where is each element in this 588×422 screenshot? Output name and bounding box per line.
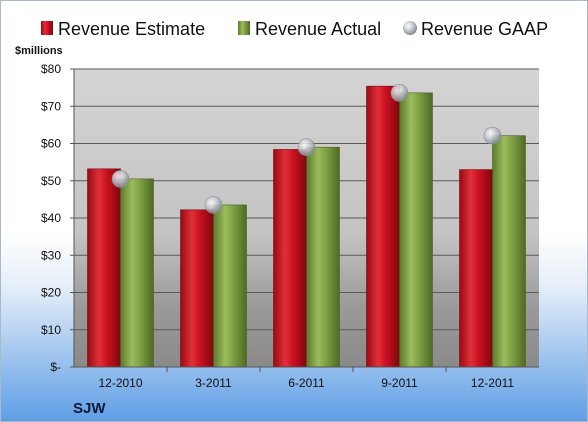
- marker-revenue-gaap: [297, 138, 316, 157]
- legend-label-gaap: Revenue GAAP: [421, 19, 548, 39]
- bar-group: [87, 85, 526, 368]
- bar-revenue-estimate: [459, 169, 493, 368]
- marker-revenue-gaap: [111, 170, 130, 188]
- bar-revenue-estimate: [366, 85, 400, 368]
- y-tick-label: $20: [41, 286, 61, 300]
- legend-label-estimate: Revenue Estimate: [58, 19, 205, 39]
- y-axis-ticks: $- $10 $20 $30 $40 $50 $60 $70 $80: [41, 62, 74, 374]
- gaap-markers: [111, 84, 502, 214]
- bar-revenue-estimate: [180, 209, 214, 368]
- legend-swatch-actual: [238, 21, 250, 35]
- x-tick-label: 6-2011: [288, 376, 325, 390]
- y-tick-label: $60: [41, 137, 61, 151]
- x-tick-label: 12-2011: [471, 376, 514, 390]
- y-tick-label: $40: [41, 211, 61, 225]
- y-tick-label: $70: [41, 99, 61, 113]
- x-tick-label: 12-2010: [98, 376, 142, 390]
- marker-revenue-gaap: [483, 126, 502, 145]
- bar-revenue-estimate: [87, 168, 121, 368]
- legend: Revenue Estimate Revenue Actual Revenue …: [41, 19, 548, 39]
- y-tick-label: $10: [41, 323, 61, 337]
- bar-revenue-actual: [399, 92, 433, 368]
- x-axis-ticks: 12-2010 3-2011 6-2011 9-2011 12-2011: [98, 367, 514, 390]
- y-tick-label: $50: [41, 174, 61, 188]
- legend-label-actual: Revenue Actual: [255, 19, 381, 39]
- marker-revenue-gaap: [390, 84, 409, 102]
- bar-revenue-actual: [492, 135, 526, 368]
- legend-swatch-gaap: [403, 21, 417, 35]
- y-tick-label: $80: [41, 62, 61, 76]
- marker-revenue-gaap: [204, 196, 223, 214]
- bar-revenue-actual: [213, 204, 247, 368]
- company-label: SJW: [73, 400, 106, 417]
- bar-revenue-actual: [306, 146, 340, 368]
- y-tick-label: $30: [41, 248, 61, 262]
- bar-revenue-actual: [120, 178, 154, 368]
- bar-revenue-estimate: [273, 149, 307, 368]
- legend-swatch-estimate: [41, 21, 53, 35]
- y-unit-label: $millions: [15, 45, 63, 57]
- y-tick-label: $-: [50, 360, 61, 374]
- x-tick-label: 9-2011: [381, 376, 418, 390]
- x-tick-label: 3-2011: [195, 376, 232, 390]
